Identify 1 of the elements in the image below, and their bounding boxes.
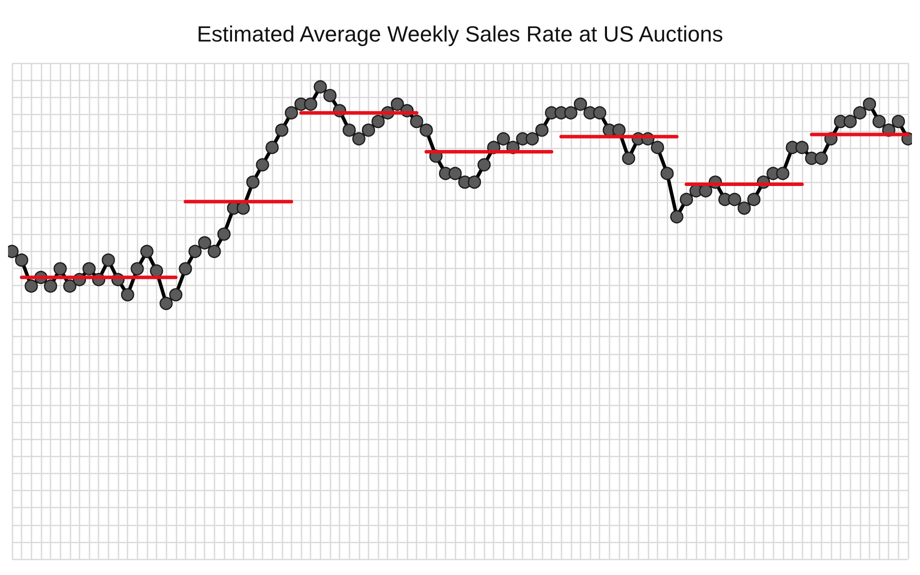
chart-title: Estimated Average Weekly Sales Rate at US Auctions	[196, 22, 724, 46]
